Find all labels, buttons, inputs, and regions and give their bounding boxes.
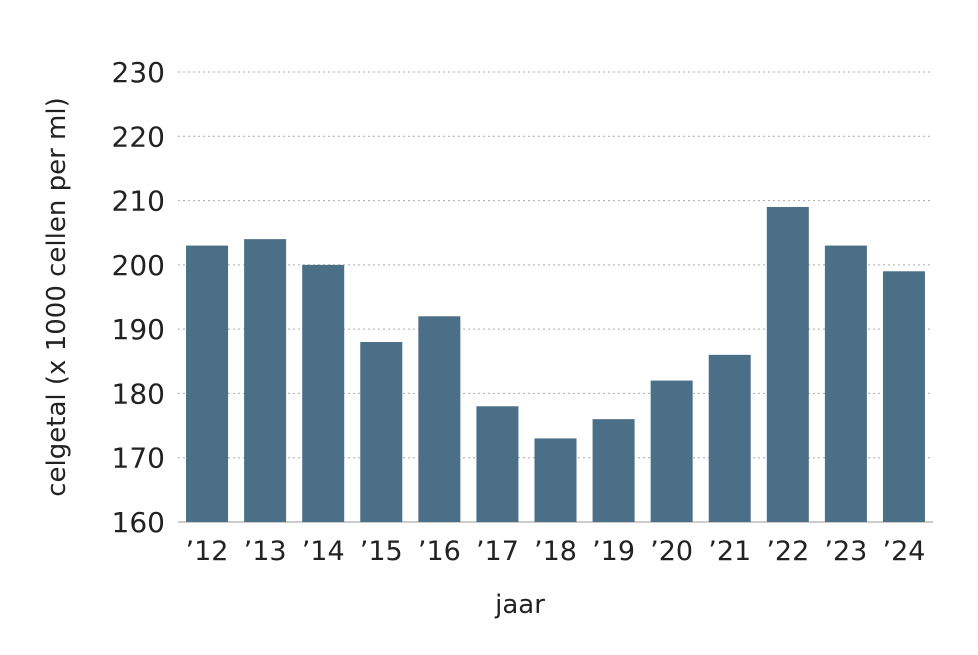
y-tick-label: 230 [112, 56, 165, 89]
y-axis-label: celgetal (x 1000 cellen per ml) [42, 97, 72, 496]
x-tick-label: ’13 [244, 536, 287, 567]
bar [650, 380, 693, 522]
bar [186, 245, 229, 523]
y-tick-label: 160 [112, 506, 165, 539]
x-axis-ticks: ’12 ’13 ’14 ’15 ’16 ’17 ’18 ’19 ’20 ’21 ’22 ’23 ’24 [186, 536, 926, 567]
bars [186, 207, 925, 523]
x-tick-label: ’23 [824, 536, 867, 567]
bar [244, 239, 287, 522]
y-tick-label: 210 [112, 185, 165, 218]
bar [592, 419, 635, 522]
y-tick-label: 170 [112, 442, 165, 475]
bar [360, 342, 403, 522]
x-tick-label: ’18 [534, 536, 577, 567]
x-tick-label: ’19 [592, 536, 635, 567]
y-axis-ticks: 160 170 180 190 200 210 220 230 [112, 56, 165, 539]
x-tick-label: ’14 [302, 536, 345, 567]
y-tick-label: 220 [112, 120, 165, 153]
y-tick-label: 200 [112, 249, 165, 282]
x-tick-label: ’12 [186, 536, 229, 567]
y-tick-label: 180 [112, 377, 165, 410]
bar [418, 316, 461, 522]
x-tick-label: ’21 [708, 536, 751, 567]
x-tick-label: ’24 [882, 536, 925, 567]
y-tick-label: 190 [112, 313, 165, 346]
bar [766, 207, 809, 522]
bar [882, 271, 925, 522]
x-tick-label: ’15 [360, 536, 403, 567]
bar [534, 438, 577, 522]
bar [708, 354, 751, 522]
x-axis-label: jaar [494, 590, 545, 620]
x-tick-label: ’22 [766, 536, 809, 567]
bar [476, 406, 519, 522]
bar [302, 264, 345, 522]
x-tick-label: ’17 [476, 536, 519, 567]
x-tick-label: ’16 [418, 536, 461, 567]
bar [824, 245, 867, 523]
x-tick-label: ’20 [650, 536, 693, 567]
